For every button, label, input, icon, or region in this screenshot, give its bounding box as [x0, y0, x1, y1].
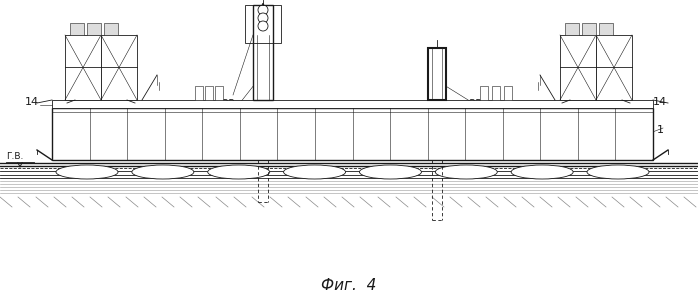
Ellipse shape: [208, 165, 269, 179]
Bar: [205, 86, 213, 100]
Ellipse shape: [359, 165, 422, 179]
Bar: [504, 86, 512, 100]
Bar: [428, 48, 446, 100]
Bar: [253, 5, 273, 100]
Text: 14: 14: [25, 97, 39, 107]
Bar: [195, 86, 203, 100]
Text: Г.В.: Г.В.: [6, 152, 23, 161]
Circle shape: [258, 5, 268, 15]
Text: 14: 14: [653, 97, 667, 107]
Bar: [101, 35, 137, 100]
Ellipse shape: [132, 165, 194, 179]
Ellipse shape: [56, 165, 118, 179]
Ellipse shape: [511, 165, 573, 179]
Bar: [104, 23, 118, 35]
Text: Фиг.  4: Фиг. 4: [321, 277, 377, 293]
Bar: [582, 23, 596, 35]
Bar: [65, 35, 101, 100]
Bar: [245, 5, 281, 43]
Text: 1: 1: [657, 125, 664, 135]
Text: 22: 22: [468, 99, 482, 109]
Bar: [87, 23, 101, 35]
Bar: [70, 23, 84, 35]
Bar: [492, 86, 500, 100]
Text: 22: 22: [221, 99, 235, 109]
Bar: [480, 86, 488, 100]
Bar: [565, 23, 579, 35]
Ellipse shape: [587, 165, 649, 179]
Bar: [52, 108, 653, 160]
Circle shape: [258, 13, 268, 23]
Ellipse shape: [436, 165, 497, 179]
Bar: [596, 35, 632, 100]
Ellipse shape: [283, 165, 346, 179]
Bar: [599, 23, 613, 35]
Bar: [52, 100, 653, 108]
Circle shape: [258, 21, 268, 31]
Bar: [560, 35, 596, 100]
Bar: [215, 86, 223, 100]
